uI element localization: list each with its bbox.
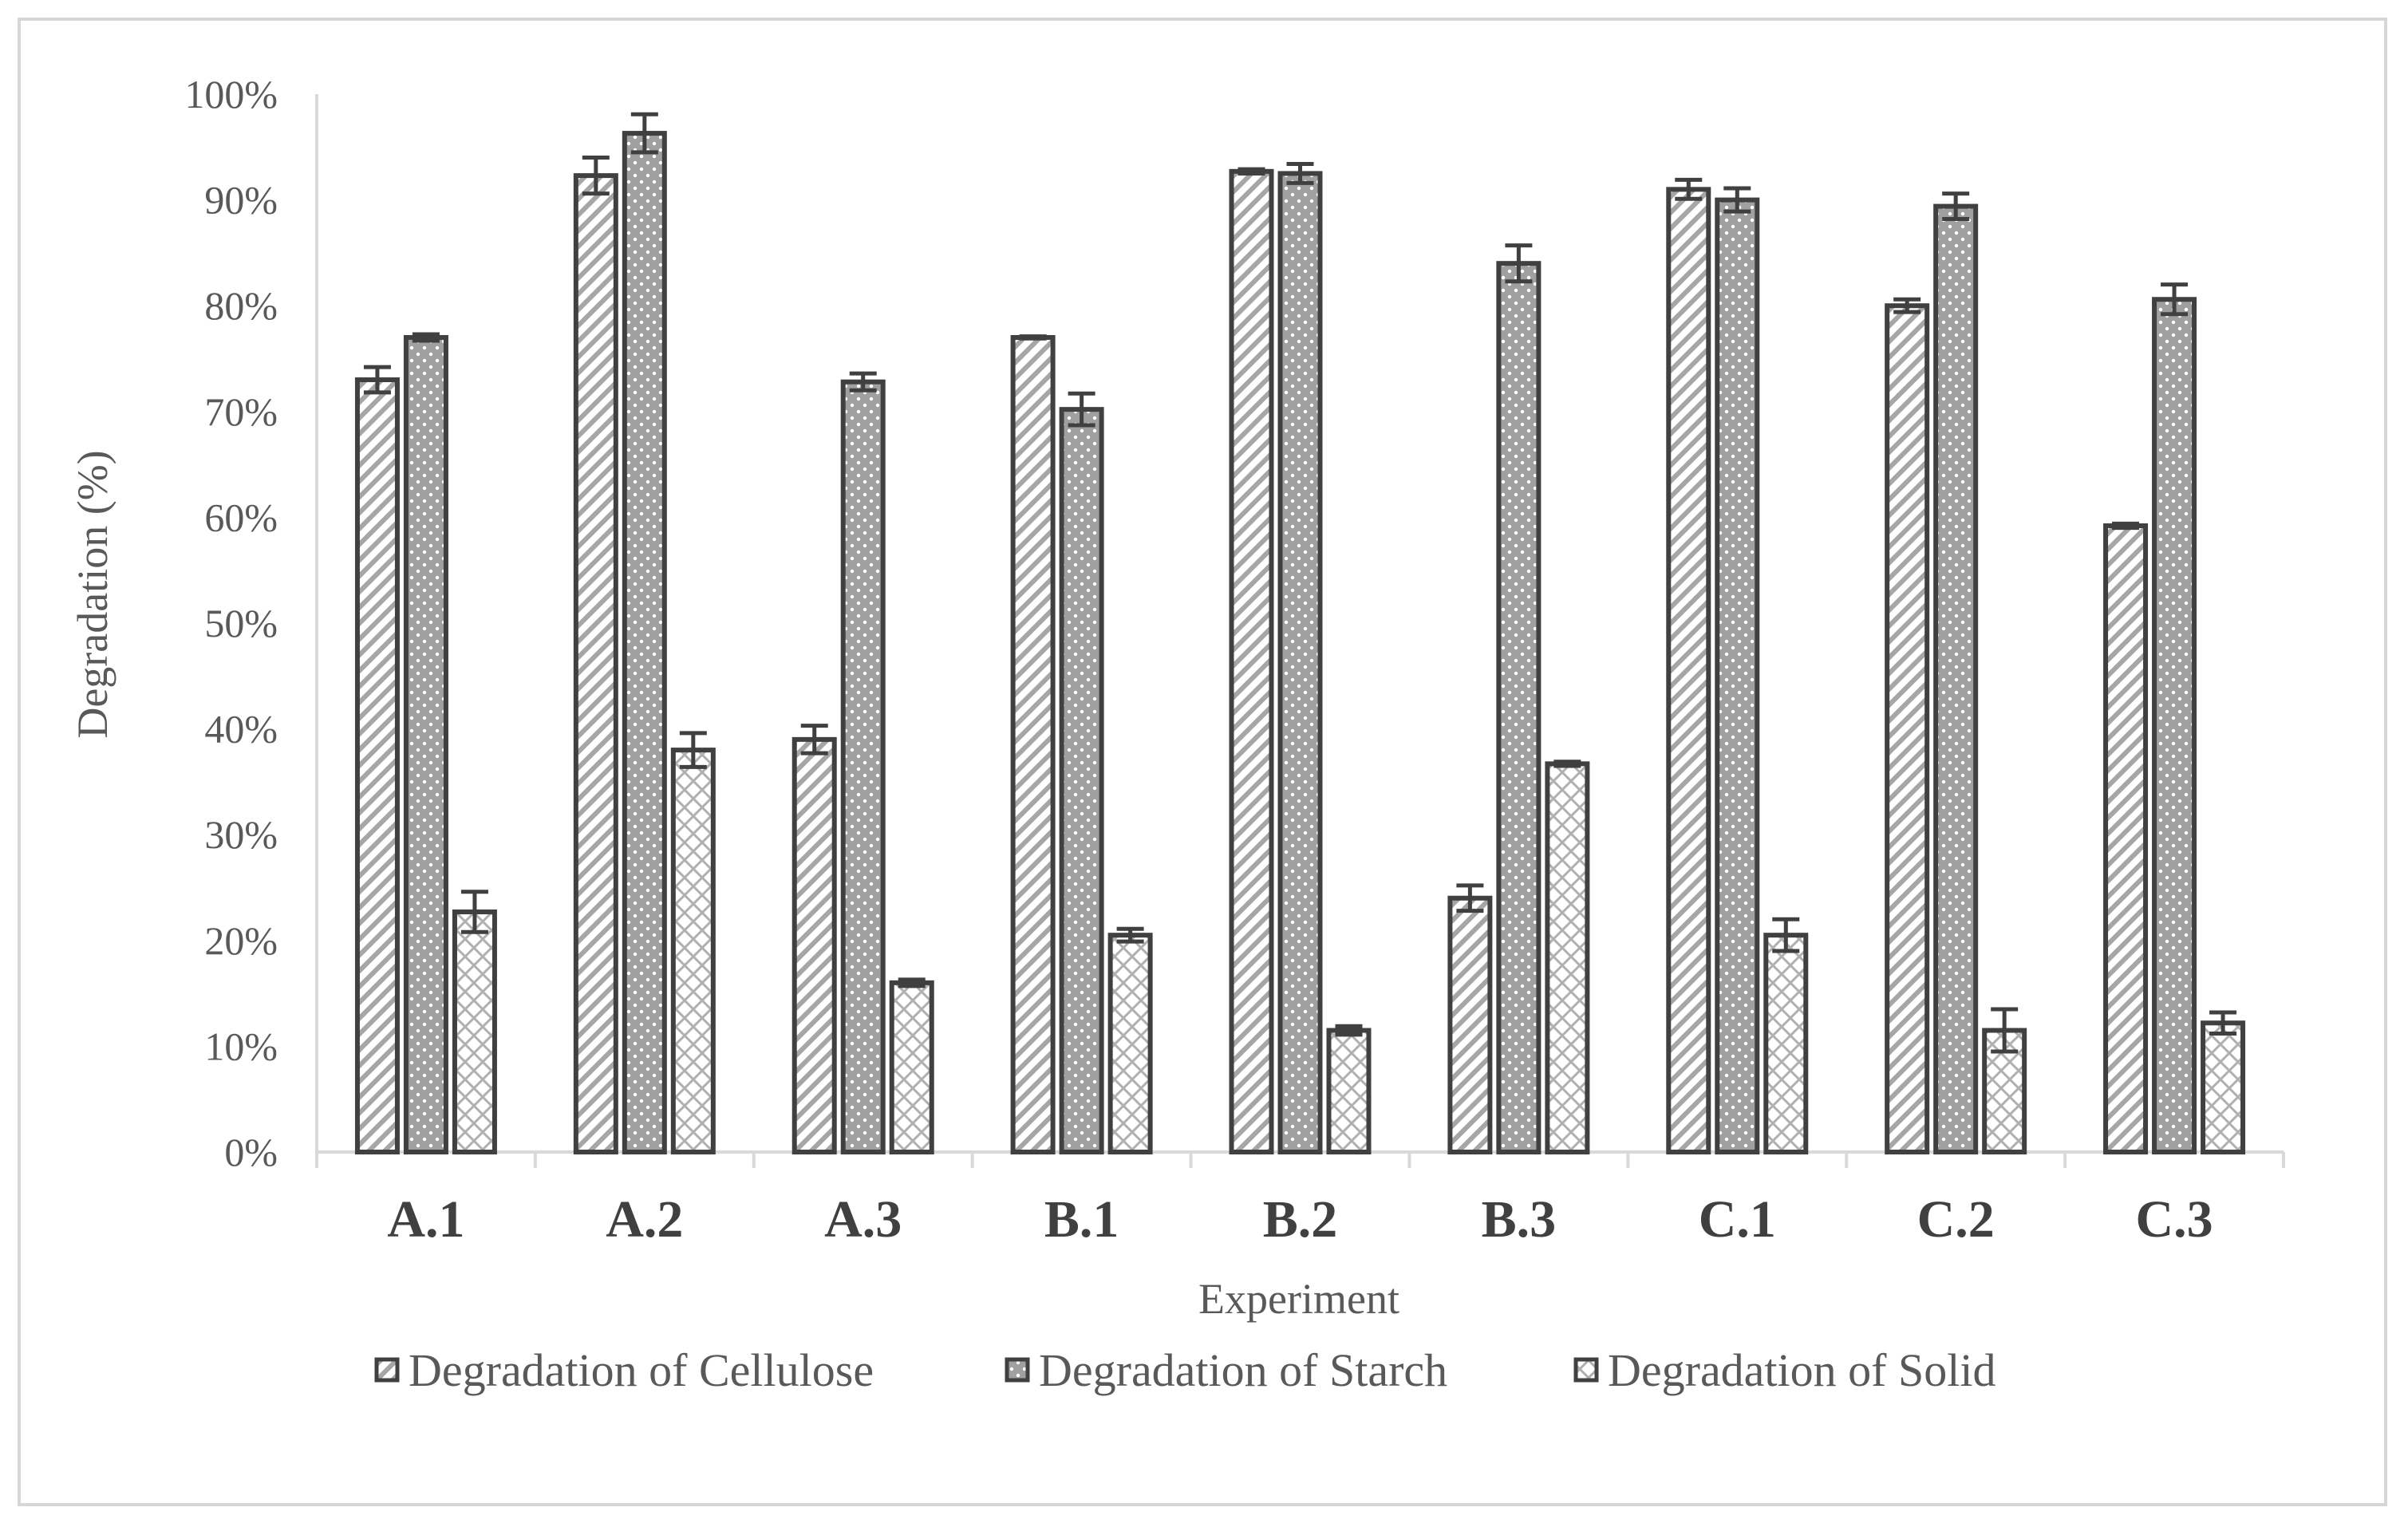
bar-diagonal-stripes-C.1 bbox=[1666, 187, 1711, 1155]
legend: Degradation of Cellulose Degradation of S… bbox=[374, 1344, 1995, 1396]
bar-diagonal-stripes-B.1 bbox=[1010, 334, 1056, 1155]
bar-crosshatch-C.1 bbox=[1763, 933, 1809, 1155]
y-tick-label: 60% bbox=[204, 495, 278, 539]
y-tick-label: 50% bbox=[204, 601, 278, 645]
y-tick-label: 100% bbox=[184, 72, 278, 116]
bar-dotted-gray-B.2 bbox=[1277, 171, 1323, 1155]
legend-swatch-crosshatch bbox=[1573, 1357, 1599, 1383]
bar-crosshatch-B.1 bbox=[1107, 933, 1153, 1155]
bar-diagonal-stripes-C.2 bbox=[1885, 303, 1930, 1155]
legend-label: Degradation of Starch bbox=[1039, 1344, 1447, 1396]
bar-diagonal-stripes-A.1 bbox=[354, 377, 400, 1154]
y-tick-label: 90% bbox=[204, 178, 278, 223]
bar-diagonal-stripes-A.2 bbox=[573, 173, 618, 1154]
bar-diagonal-stripes-B.3 bbox=[1447, 895, 1493, 1154]
y-tick-label: 70% bbox=[204, 389, 278, 434]
y-axis-title: Degradation (%) bbox=[69, 450, 116, 738]
bar-crosshatch-A.2 bbox=[670, 748, 716, 1154]
bar-dotted-gray-B.3 bbox=[1496, 261, 1542, 1154]
legend-swatch-dotted-gray bbox=[1005, 1357, 1030, 1383]
bar-crosshatch-B.3 bbox=[1545, 761, 1590, 1154]
x-tick-label: B.2 bbox=[1263, 1190, 1338, 1249]
bar-dotted-gray-A.2 bbox=[622, 131, 667, 1154]
bar-dotted-gray-B.1 bbox=[1059, 407, 1104, 1154]
bar-crosshatch-A.3 bbox=[889, 980, 934, 1154]
x-tick-label: A.1 bbox=[387, 1190, 464, 1249]
bar-diagonal-stripes-A.3 bbox=[791, 736, 837, 1154]
y-tick-label: 80% bbox=[204, 283, 278, 328]
bars bbox=[354, 112, 2246, 1155]
y-tick-label: 0% bbox=[224, 1130, 278, 1174]
bar-diagonal-stripes-C.3 bbox=[2103, 523, 2149, 1154]
bar-diagonal-stripes-B.2 bbox=[1229, 168, 1274, 1155]
x-tick-label: C.1 bbox=[1699, 1190, 1776, 1249]
y-tick-label: 40% bbox=[204, 707, 278, 752]
x-tick-label: A.2 bbox=[606, 1190, 683, 1249]
bar-crosshatch-C.3 bbox=[2201, 1020, 2246, 1155]
bar-dotted-gray-C.1 bbox=[1715, 197, 1760, 1155]
bar-dotted-gray-C.2 bbox=[1933, 203, 1979, 1154]
legend-swatch-diagonal-stripes bbox=[374, 1357, 400, 1383]
bar-dotted-gray-A.1 bbox=[403, 334, 448, 1155]
x-tick-label: A.3 bbox=[824, 1190, 902, 1249]
x-tick-label: C.3 bbox=[2135, 1190, 2213, 1249]
bar-crosshatch-B.2 bbox=[1326, 1028, 1372, 1155]
y-axis-ticks: 0% 10% 20% 30% 40% 50% 60% 70% 80% 90% 100% bbox=[184, 72, 278, 1174]
x-tick-label: B.3 bbox=[1482, 1190, 1557, 1249]
bar-dotted-gray-A.3 bbox=[840, 379, 886, 1154]
x-tick-label: C.2 bbox=[1917, 1190, 1995, 1249]
y-tick-label: 30% bbox=[204, 812, 278, 857]
y-tick-label: 20% bbox=[204, 918, 278, 963]
bar-crosshatch-A.1 bbox=[452, 909, 497, 1155]
legend-label: Degradation of Solid bbox=[1608, 1344, 1995, 1396]
x-tick-label: B.1 bbox=[1044, 1190, 1119, 1249]
x-axis-title: Experiment bbox=[1198, 1275, 1399, 1323]
legend-label: Degradation of Cellulose bbox=[409, 1344, 874, 1396]
x-axis-ticks: A.1 A.2 A.3 B.1 B.2 B.3 C.1 C.2 C.3 bbox=[387, 1190, 2213, 1249]
y-tick-label: 10% bbox=[204, 1024, 278, 1068]
bar-dotted-gray-C.3 bbox=[2152, 297, 2197, 1154]
